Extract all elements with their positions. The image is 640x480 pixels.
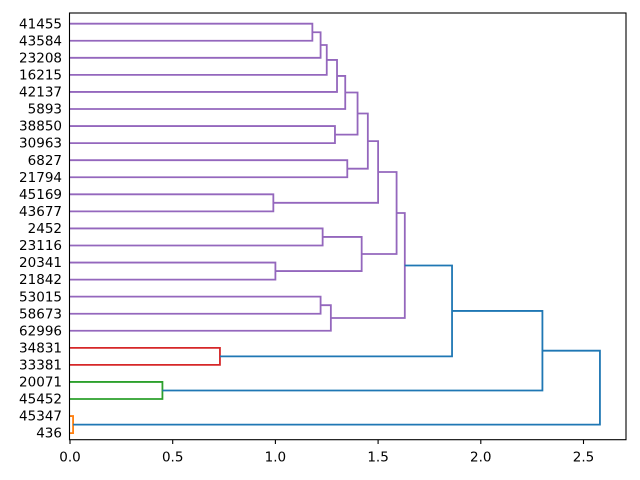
x-tick-label: 2.0 bbox=[470, 450, 491, 466]
leaf-label: 42137 bbox=[19, 85, 62, 101]
leaf-label: 30963 bbox=[19, 136, 62, 152]
leaf-label: 34831 bbox=[19, 340, 62, 356]
leaf-label: 33381 bbox=[19, 358, 62, 374]
leaf-label: 436 bbox=[36, 426, 62, 442]
leaf-label: 53015 bbox=[19, 289, 62, 305]
leaf-label: 62996 bbox=[19, 323, 62, 339]
leaf-label: 43584 bbox=[19, 33, 62, 49]
leaf-label: 45452 bbox=[19, 392, 62, 408]
leaf-label: 16215 bbox=[19, 67, 62, 83]
leaf-label: 21794 bbox=[19, 170, 62, 186]
leaf-label: 6827 bbox=[28, 153, 62, 169]
dendrogram-link-n24 bbox=[73, 349, 601, 426]
x-tick-label: 0.0 bbox=[59, 450, 80, 466]
x-tick-label: 2.5 bbox=[573, 450, 594, 466]
axes-frame bbox=[68, 12, 627, 441]
leaf-label: 20071 bbox=[19, 375, 62, 391]
x-tick-label: 1.5 bbox=[367, 450, 388, 466]
leaf-label: 21842 bbox=[19, 272, 62, 288]
leaf-label: 43677 bbox=[19, 204, 62, 220]
leaf-label: 58673 bbox=[19, 306, 62, 322]
leaf-label: 45169 bbox=[19, 187, 62, 203]
x-tick-label: 1.0 bbox=[265, 450, 286, 466]
leaf-label: 23208 bbox=[19, 50, 62, 66]
leaf-label: 45347 bbox=[19, 409, 62, 425]
leaf-label: 5893 bbox=[28, 102, 62, 118]
x-tick-label: 0.5 bbox=[162, 450, 183, 466]
leaf-label: 41455 bbox=[19, 16, 62, 32]
leaf-label: 2452 bbox=[28, 221, 62, 237]
leaf-label: 20341 bbox=[19, 255, 62, 271]
leaf-label: 38850 bbox=[19, 119, 62, 135]
leaf-label: 23116 bbox=[19, 238, 62, 254]
